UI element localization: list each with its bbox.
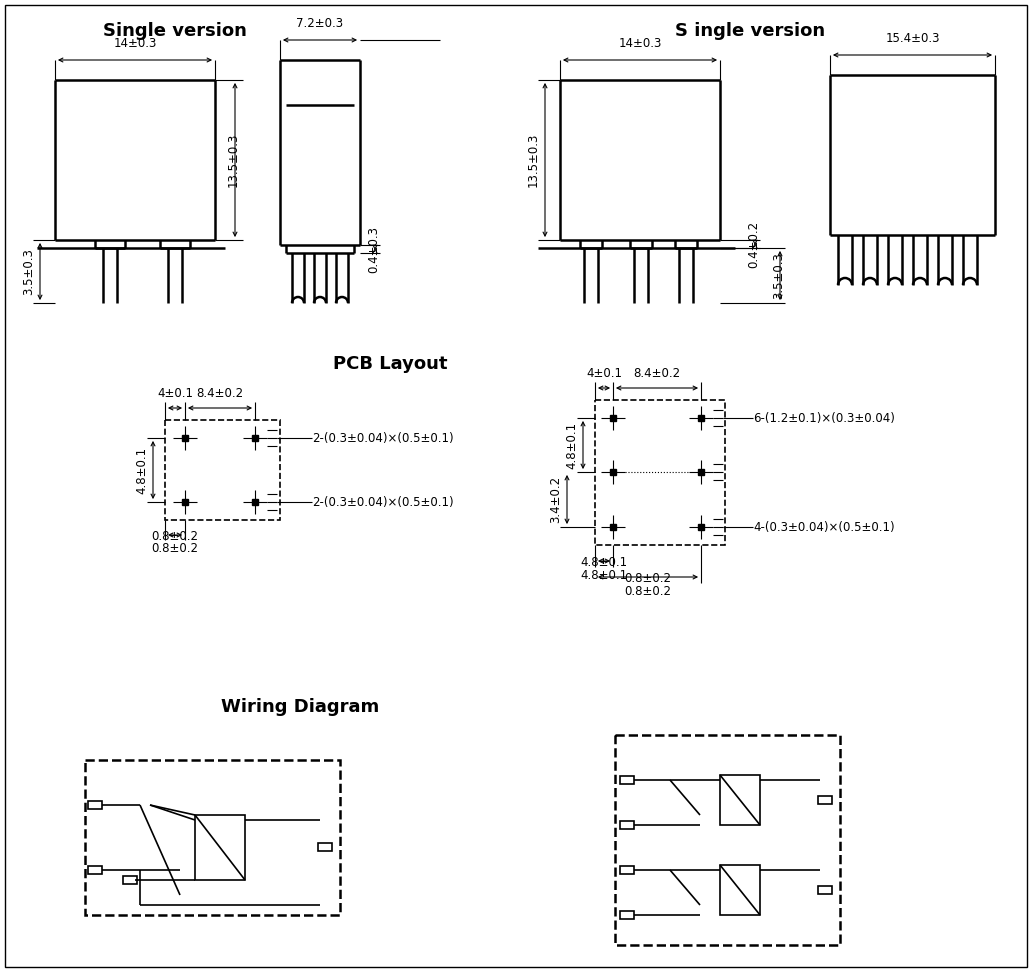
Text: 4.8±0.1: 4.8±0.1 xyxy=(580,556,627,569)
Bar xyxy=(318,843,332,851)
Bar xyxy=(818,796,832,804)
Text: 6-(1.2±0.1)×(0.3±0.04): 6-(1.2±0.1)×(0.3±0.04) xyxy=(753,411,895,425)
Text: 0.8±0.2: 0.8±0.2 xyxy=(624,572,672,585)
Text: 0.8±0.2: 0.8±0.2 xyxy=(152,542,198,555)
Bar xyxy=(620,776,634,784)
Text: 15.4±0.3: 15.4±0.3 xyxy=(885,32,940,45)
Text: 8.4±0.2: 8.4±0.2 xyxy=(196,387,244,400)
Text: 14±0.3: 14±0.3 xyxy=(618,37,662,50)
Text: 2-(0.3±0.04)×(0.5±0.1): 2-(0.3±0.04)×(0.5±0.1) xyxy=(312,496,454,508)
Bar xyxy=(88,866,102,874)
Bar xyxy=(720,775,760,825)
Bar xyxy=(818,886,832,894)
Text: Wiring Diagram: Wiring Diagram xyxy=(221,698,379,716)
Text: 0.8±0.2: 0.8±0.2 xyxy=(152,530,198,543)
Text: 14±0.3: 14±0.3 xyxy=(114,37,157,50)
Text: 3.4±0.2: 3.4±0.2 xyxy=(549,476,562,523)
Text: 13.5±0.3: 13.5±0.3 xyxy=(527,133,540,188)
Bar xyxy=(620,911,634,919)
Text: 0.8±0.2: 0.8±0.2 xyxy=(624,585,672,598)
Text: 3.5±0.3: 3.5±0.3 xyxy=(22,248,35,295)
Bar xyxy=(165,420,280,520)
Text: 4.8±0.1: 4.8±0.1 xyxy=(565,422,578,469)
Text: PCB Layout: PCB Layout xyxy=(332,355,447,373)
Bar xyxy=(88,801,102,809)
Text: 4±0.1: 4±0.1 xyxy=(586,367,622,380)
Bar xyxy=(720,865,760,915)
Text: 4-(0.3±0.04)×(0.5±0.1): 4-(0.3±0.04)×(0.5±0.1) xyxy=(753,520,895,534)
Text: 13.5±0.3: 13.5±0.3 xyxy=(227,133,240,188)
Text: 4±0.1: 4±0.1 xyxy=(157,387,193,400)
Bar xyxy=(620,866,634,874)
Text: Single version: Single version xyxy=(103,22,247,40)
Bar xyxy=(123,876,137,884)
Text: 3.5±0.3: 3.5±0.3 xyxy=(772,252,785,299)
Bar xyxy=(85,760,340,915)
Bar xyxy=(595,400,725,545)
Bar xyxy=(195,815,245,880)
Text: 7.2±0.3: 7.2±0.3 xyxy=(296,17,344,30)
Text: 4.8±0.1: 4.8±0.1 xyxy=(135,446,148,494)
Text: 8.4±0.2: 8.4±0.2 xyxy=(634,367,680,380)
Bar xyxy=(620,821,634,829)
Text: 0.4±0.3: 0.4±0.3 xyxy=(367,226,380,272)
Text: S ingle version: S ingle version xyxy=(675,22,825,40)
Text: 0.4±0.2: 0.4±0.2 xyxy=(747,221,760,267)
Bar xyxy=(615,735,840,945)
Text: 2-(0.3±0.04)×(0.5±0.1): 2-(0.3±0.04)×(0.5±0.1) xyxy=(312,432,454,444)
Text: 4.8±0.1: 4.8±0.1 xyxy=(580,569,627,582)
